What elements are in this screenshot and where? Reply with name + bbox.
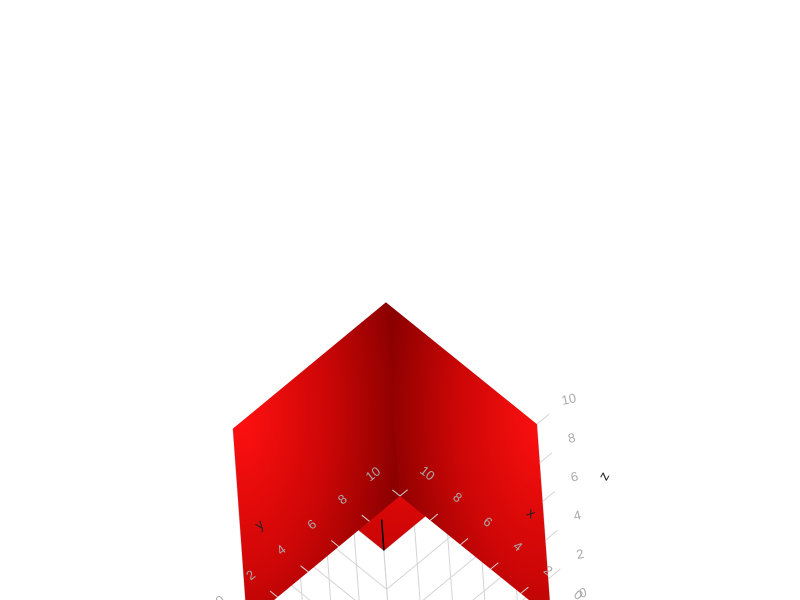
z-tick-label: 0 (578, 585, 588, 600)
z-tick-mark (542, 491, 556, 502)
x-tick-mark (490, 562, 499, 570)
z-tick-label: 8 (566, 430, 576, 446)
grid-line (353, 526, 360, 600)
x-tick-mark (460, 538, 469, 546)
y-tick-mark (361, 514, 370, 522)
y-tick-label: 0 (212, 592, 227, 600)
z-tick-label: 2 (575, 546, 585, 562)
grid-line (383, 550, 388, 600)
x-tick-mark (429, 513, 439, 521)
z-axis-title: z (595, 469, 612, 483)
z-tick-label: 10 (560, 390, 577, 408)
z-tick-label: 6 (569, 468, 579, 484)
z-axis-line (380, 519, 385, 551)
x-tick-mark (520, 586, 529, 594)
cube-right-face (232, 302, 400, 600)
cube-mesh[interactable] (232, 302, 551, 600)
y-tick-mark (269, 590, 278, 598)
z-tick-mark (547, 568, 561, 580)
axes (269, 413, 561, 598)
y-tick-mark (392, 489, 401, 497)
x-tick-mark (399, 489, 408, 497)
y-tick-mark (300, 565, 309, 573)
grid-line (414, 525, 421, 600)
z-tick-mark (539, 452, 553, 464)
cube-left-face (385, 302, 550, 600)
y-tick-mark (330, 540, 340, 547)
z-tick-mark (536, 413, 550, 425)
z-tick-mark (545, 529, 558, 541)
z-tick-label: 4 (572, 507, 582, 523)
